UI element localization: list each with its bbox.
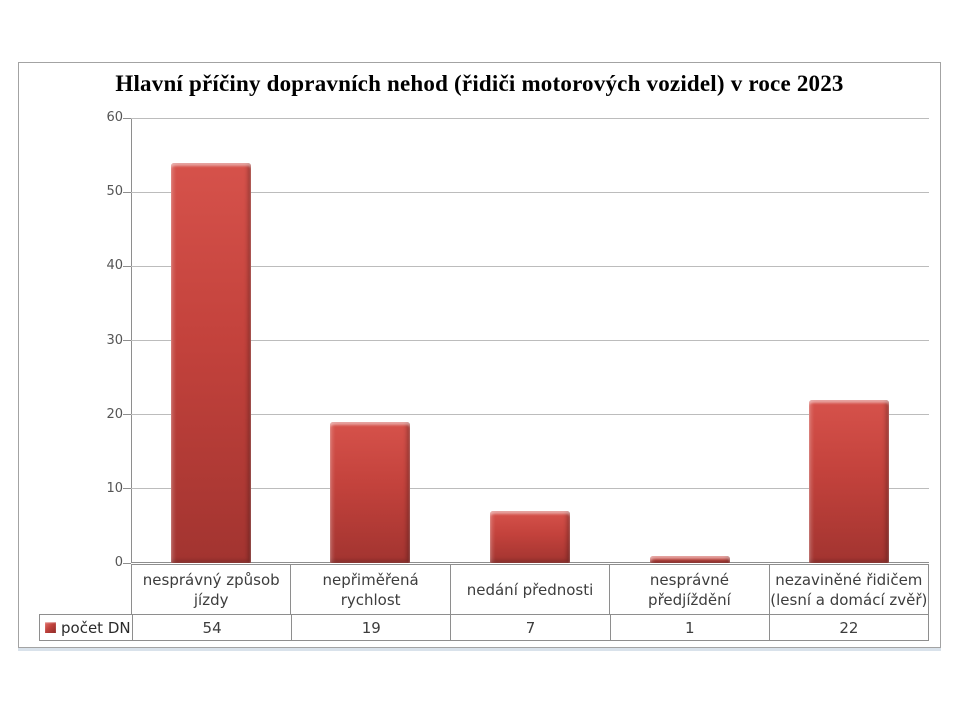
y-axis-tick-label: 20 — [106, 406, 123, 422]
category-label-line: předjíždění — [648, 590, 731, 609]
y-axis-tick-label: 60 — [106, 110, 123, 125]
legend-cell: počet DN — [40, 615, 132, 640]
category-cell: nesprávný způsob jízdy — [132, 565, 290, 614]
category-row: nesprávný způsob jízdy nepřiměřená rychlost… — [131, 564, 929, 614]
value-cell: 54 — [132, 615, 291, 640]
gridline — [131, 118, 929, 119]
bar — [330, 422, 411, 563]
y-axis-tick-label: 50 — [106, 184, 123, 200]
gridline — [131, 488, 929, 490]
value-cell: 22 — [768, 615, 928, 640]
bar — [490, 511, 570, 563]
chart-frame: Hlavní příčiny dopravních nehod (řidiči … — [18, 62, 941, 648]
y-axis-tick-label: 10 — [106, 480, 123, 496]
y-axis-tick — [123, 191, 131, 193]
legend-label: počet DN — [61, 618, 131, 637]
category-cell: nedání přednosti — [449, 565, 609, 614]
category-label-line: nesprávné — [649, 570, 729, 589]
y-axis-tick-label: 30 — [106, 332, 123, 348]
bar — [170, 162, 251, 563]
category-label-line: nepřiměřená — [322, 570, 419, 589]
category-label-line: rychlost — [340, 590, 401, 609]
plot-area: 0 10 20 30 40 50 60 — [106, 110, 929, 570]
chart-title: Hlavní příčiny dopravních nehod (řidiči … — [115, 71, 844, 96]
series-marker-icon — [45, 622, 56, 633]
value-cell: 19 — [291, 615, 450, 640]
category-label-line: nedání přednosti — [466, 580, 594, 599]
y-axis-tick-label: 40 — [106, 258, 123, 274]
value-row: počet DN 54 19 7 1 22 — [39, 614, 929, 641]
bar — [809, 399, 890, 563]
category-label-line: jízdy — [193, 590, 229, 609]
gridline — [131, 265, 929, 267]
category-cell: nepřiměřená rychlost — [290, 565, 449, 614]
category-label-line: (lesní a domácí zvěř) — [770, 590, 928, 609]
y-axis-tick — [123, 117, 131, 119]
gridline — [131, 340, 929, 341]
y-axis-tick — [123, 562, 131, 564]
bar — [649, 555, 730, 563]
y-axis-tick — [123, 414, 131, 416]
value-cell: 7 — [450, 615, 609, 640]
y-axis-tick-label: 0 — [114, 555, 123, 570]
category-cell: nezaviněné řidičem (lesní a domácí zvěř) — [768, 565, 928, 614]
category-label-line: nezaviněné řidičem — [775, 570, 923, 589]
value-cell: 1 — [609, 615, 769, 640]
y-axis-tick — [123, 265, 131, 267]
y-axis-tick — [123, 340, 131, 341]
category-label-line: nesprávný způsob — [142, 570, 280, 589]
category-cell: nesprávné předjíždění — [609, 565, 768, 614]
y-axis-tick — [123, 488, 131, 490]
gridline — [131, 191, 929, 193]
gridline — [131, 414, 929, 416]
